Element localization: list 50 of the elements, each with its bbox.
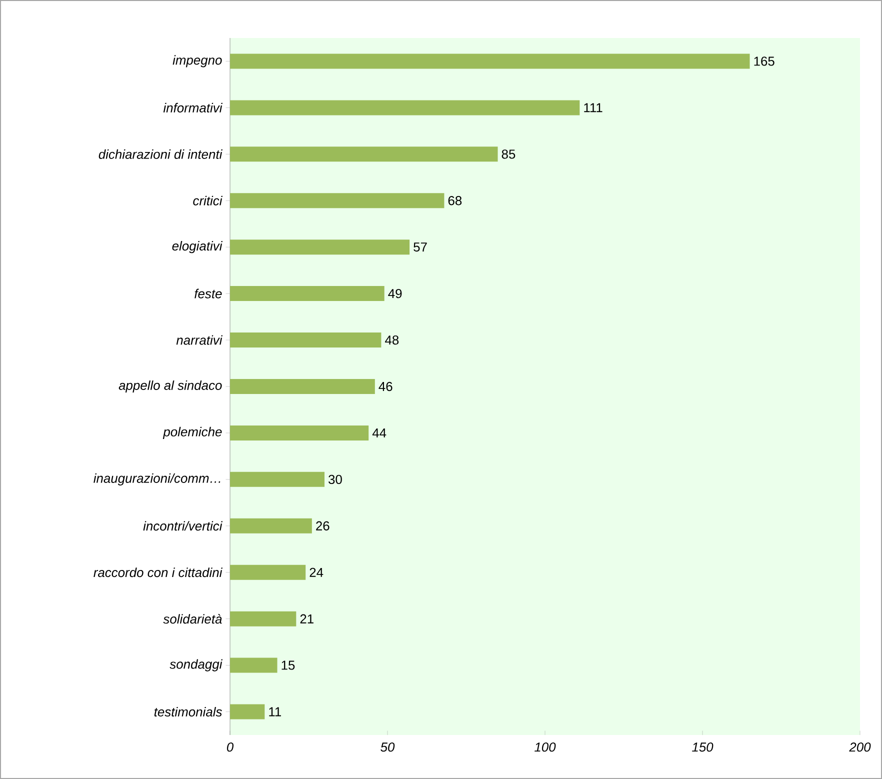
y-tick-label: inaugurazioni/comm… [94,473,220,486]
data-label: 49 [388,288,402,298]
data-label: 165 [754,56,774,66]
bar [230,378,375,394]
data-label: 111 [584,103,602,112]
x-tick-label: 150 [692,742,714,752]
data-label: 57 [414,242,427,252]
bar [230,472,325,487]
x-tick-label: 200 [849,742,871,752]
y-tick-label: polemiche [162,426,222,439]
bar [230,332,382,348]
data-label: 44 [372,428,386,438]
bar [230,658,278,673]
y-tick-label: narrativi [176,335,223,345]
bar [230,286,384,302]
bar [230,518,312,534]
data-label: 85 [502,150,516,159]
bar [230,100,580,116]
bar [230,704,265,720]
x-tick-label: 100 [534,742,556,752]
y-tick-label: critici [193,196,223,206]
y-tick-label: informativi [163,102,223,112]
bar [230,564,306,580]
bar [230,146,498,162]
data-label: 24 [310,568,324,577]
y-tick-label: appello al sindaco [118,380,222,393]
y-tick-label: impegno [172,55,222,68]
y-tick-label: feste [194,288,222,298]
bar [230,54,750,69]
y-tick-label: incontri/vertici [143,521,223,531]
y-tick-label: sondaggi [170,659,223,672]
x-tick-label: 50 [380,742,395,752]
data-label: 21 [300,614,314,624]
y-tick-label: solidarietà [163,614,222,624]
data-label: 48 [385,335,399,345]
bar [230,425,369,440]
y-tick-label: testimonials [154,707,222,717]
data-label: 46 [378,382,392,392]
data-label: 15 [282,660,295,670]
bar [230,240,410,255]
y-tick-label: raccordo con i cittadini [94,568,223,578]
x-tick-label: 0 [226,742,234,752]
data-label: 26 [316,521,330,530]
bar [230,193,444,208]
data-label: 68 [448,196,462,206]
y-tick-label: dichiarazioni di intenti [98,149,222,159]
data-label: 30 [328,474,342,484]
bar [230,611,296,626]
y-tick-label: elogiativi [172,241,223,254]
data-label: 11 [269,707,281,716]
